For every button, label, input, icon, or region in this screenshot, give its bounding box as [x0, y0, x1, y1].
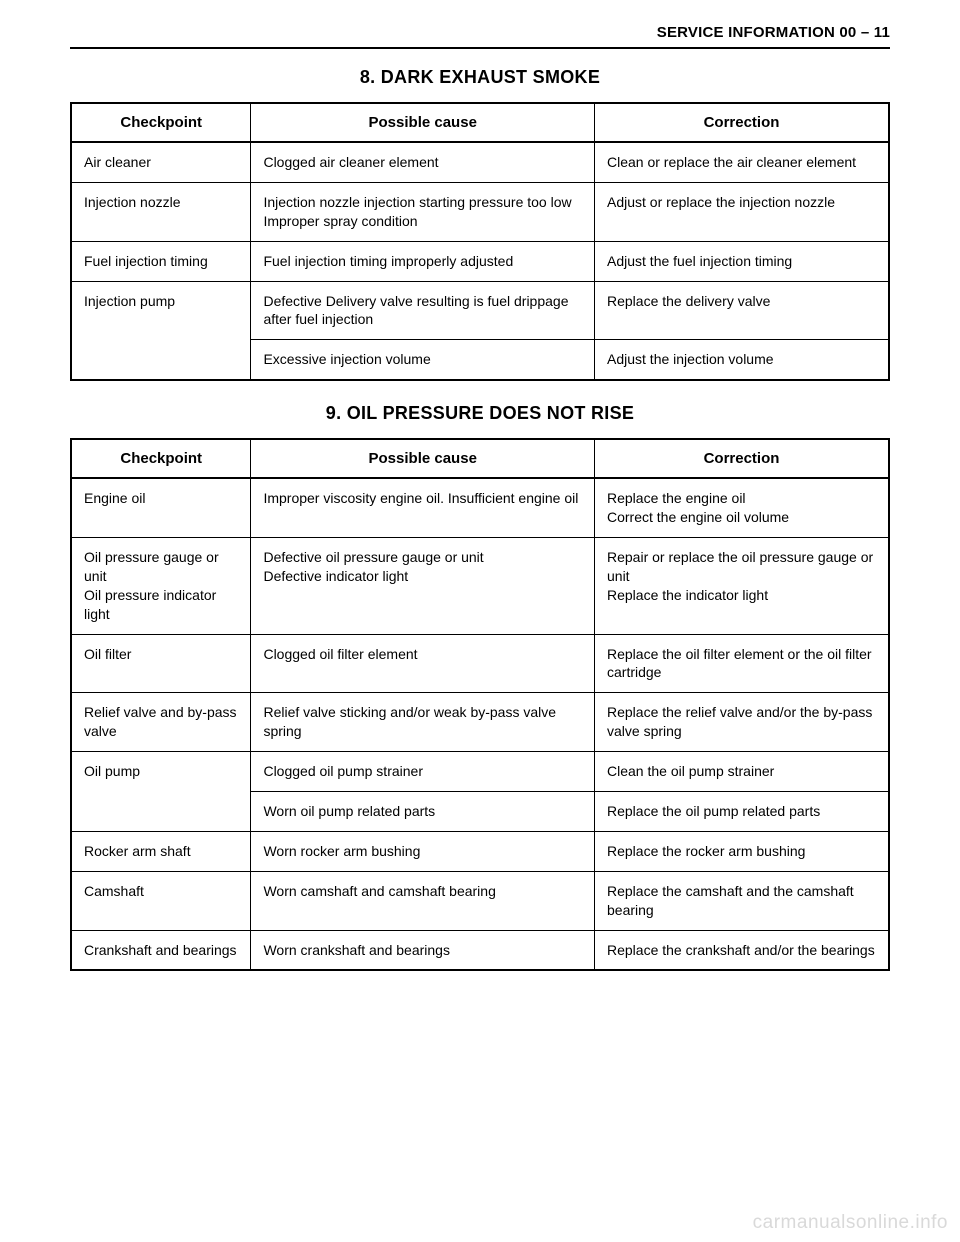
cell-cause: Fuel injection timing improperly adjuste…	[251, 241, 595, 281]
cell-checkpoint: Air cleaner	[71, 142, 251, 182]
column-header-cause: Possible cause	[251, 439, 595, 478]
cell-cause: Worn camshaft and camshaft bearing	[251, 871, 595, 930]
column-header-cause: Possible cause	[251, 103, 595, 142]
diagnostic-table: CheckpointPossible causeCorrectionAir cl…	[70, 102, 890, 381]
cell-checkpoint: Injection nozzle	[71, 182, 251, 241]
cell-checkpoint: Rocker arm shaft	[71, 831, 251, 871]
table-row: Injection nozzleInjection nozzle injecti…	[71, 182, 889, 241]
cell-checkpoint: Crankshaft and bearings	[71, 930, 251, 970]
column-header-correction: Correction	[595, 439, 890, 478]
cell-correction: Replace the crankshaft and/or the bearin…	[595, 930, 890, 970]
cell-checkpoint: Injection pump	[71, 281, 251, 380]
table-row: Fuel injection timingFuel injection timi…	[71, 241, 889, 281]
section-title: 8. DARK EXHAUST SMOKE	[70, 67, 890, 88]
cell-correction: Clean the oil pump strainer	[595, 752, 890, 792]
cell-correction: Replace the camshaft and the camshaft be…	[595, 871, 890, 930]
cell-checkpoint: Oil pressure gauge or unitOil pressure i…	[71, 538, 251, 635]
cell-cause: Clogged air cleaner element	[251, 142, 595, 182]
cell-correction: Repair or replace the oil pressure gauge…	[595, 538, 890, 635]
cell-cause: Clogged oil pump strainer	[251, 752, 595, 792]
table-row: Oil filterClogged oil filter elementRepl…	[71, 634, 889, 693]
cell-cause: Worn rocker arm bushing	[251, 831, 595, 871]
section-title: 9. OIL PRESSURE DOES NOT RISE	[70, 403, 890, 424]
cell-cause: Worn crankshaft and bearings	[251, 930, 595, 970]
cell-correction: Replace the delivery valve	[595, 281, 890, 340]
cell-correction: Clean or replace the air cleaner element	[595, 142, 890, 182]
column-header-checkpoint: Checkpoint	[71, 103, 251, 142]
cell-correction: Replace the engine oilCorrect the engine…	[595, 478, 890, 537]
table-row: Oil pressure gauge or unitOil pressure i…	[71, 538, 889, 635]
cell-checkpoint: Oil filter	[71, 634, 251, 693]
column-header-checkpoint: Checkpoint	[71, 439, 251, 478]
table-row: Relief valve and by-pass valveRelief val…	[71, 693, 889, 752]
cell-checkpoint: Oil pump	[71, 752, 251, 832]
table-row: Injection pumpDefective Delivery valve r…	[71, 281, 889, 340]
cell-cause: Defective Delivery valve resulting is fu…	[251, 281, 595, 340]
cell-correction: Replace the oil pump related parts	[595, 792, 890, 832]
table-row: Crankshaft and bearingsWorn crankshaft a…	[71, 930, 889, 970]
table-row: Air cleanerClogged air cleaner elementCl…	[71, 142, 889, 182]
page-header: SERVICE INFORMATION 00 – 11	[70, 24, 890, 49]
column-header-correction: Correction	[595, 103, 890, 142]
cell-cause: Improper viscosity engine oil. Insuffici…	[251, 478, 595, 537]
cell-correction: Replace the relief valve and/or the by-p…	[595, 693, 890, 752]
cell-cause: Worn oil pump related parts	[251, 792, 595, 832]
cell-cause: Excessive injection volume	[251, 340, 595, 380]
cell-checkpoint: Camshaft	[71, 871, 251, 930]
cell-correction: Replace the oil filter element or the oi…	[595, 634, 890, 693]
cell-correction: Adjust the fuel injection timing	[595, 241, 890, 281]
cell-cause: Defective oil pressure gauge or unitDefe…	[251, 538, 595, 635]
cell-correction: Adjust or replace the injection nozzle	[595, 182, 890, 241]
diagnostic-table: CheckpointPossible causeCorrectionEngine…	[70, 438, 890, 971]
watermark: carmanualsonline.info	[753, 1212, 948, 1234]
cell-checkpoint: Relief valve and by-pass valve	[71, 693, 251, 752]
cell-cause: Injection nozzle injection starting pres…	[251, 182, 595, 241]
table-row: Oil pumpClogged oil pump strainerClean t…	[71, 752, 889, 792]
table-row: CamshaftWorn camshaft and camshaft beari…	[71, 871, 889, 930]
cell-checkpoint: Engine oil	[71, 478, 251, 537]
sections-container: 8. DARK EXHAUST SMOKECheckpointPossible …	[70, 67, 890, 971]
cell-checkpoint: Fuel injection timing	[71, 241, 251, 281]
table-row: Engine oilImproper viscosity engine oil.…	[71, 478, 889, 537]
table-row: Rocker arm shaftWorn rocker arm bushingR…	[71, 831, 889, 871]
cell-cause: Relief valve sticking and/or weak by-pas…	[251, 693, 595, 752]
cell-cause: Clogged oil filter element	[251, 634, 595, 693]
cell-correction: Adjust the injection volume	[595, 340, 890, 380]
cell-correction: Replace the rocker arm bushing	[595, 831, 890, 871]
